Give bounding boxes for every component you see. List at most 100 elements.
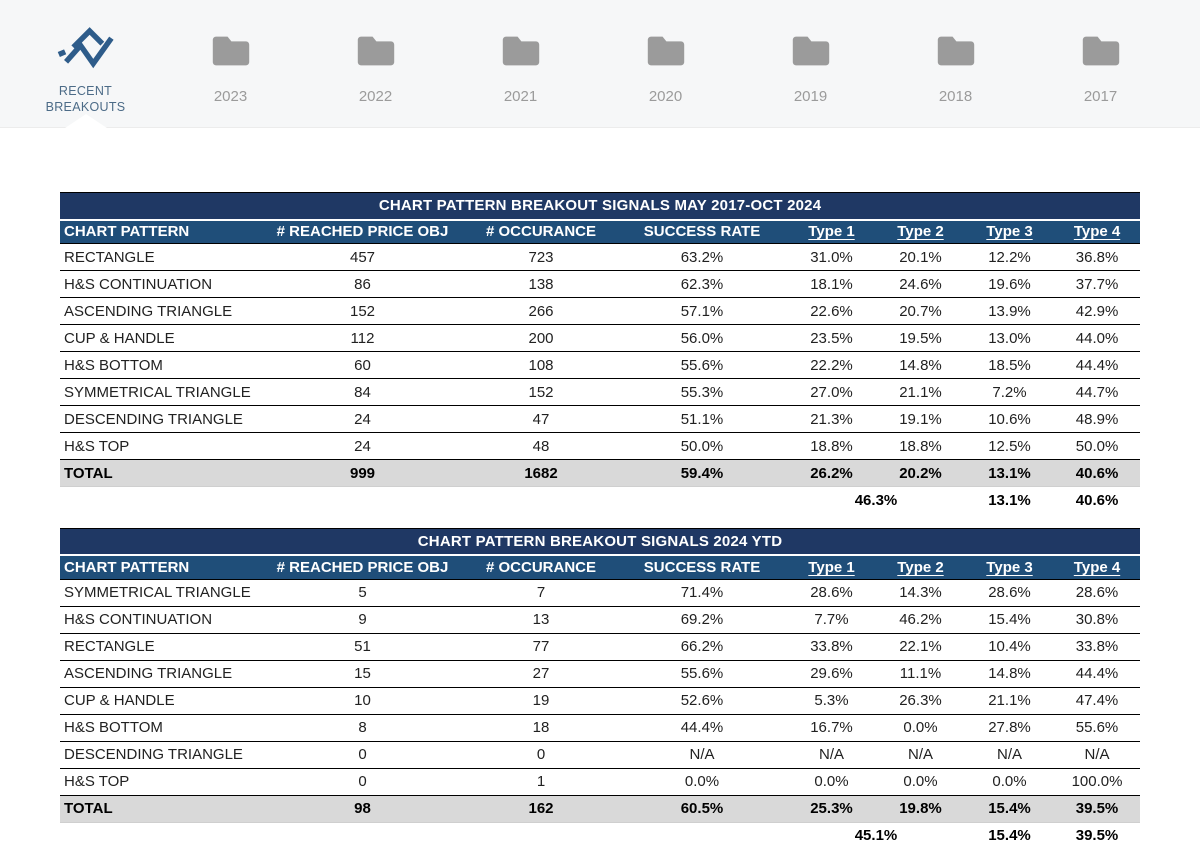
value-cell: 266 (465, 298, 617, 325)
folder-icon (928, 22, 984, 78)
value-cell: 108 (465, 352, 617, 379)
value-cell: 19.1% (876, 406, 965, 433)
folder-icon (203, 22, 259, 78)
value-cell: 14.8% (876, 352, 965, 379)
folder-icon (493, 22, 549, 78)
value-cell: 52.6% (617, 687, 787, 714)
tab-recent-breakouts[interactable]: RECENT BREAKOUTS (13, 0, 158, 127)
value-cell: 56.0% (617, 325, 787, 352)
summary-type4: 40.6% (1054, 487, 1140, 514)
tab-2020[interactable]: 2020 (593, 0, 738, 127)
value-cell: 18.8% (787, 433, 876, 460)
value-cell: 26.3% (876, 687, 965, 714)
tab-2023[interactable]: 2023 (158, 0, 303, 127)
value-cell: 33.8% (787, 633, 876, 660)
tab-label: 2019 (794, 88, 827, 107)
table-title-row: CHART PATTERN BREAKOUT SIGNALS MAY 2017-… (60, 193, 1140, 220)
value-cell: 44.0% (1054, 325, 1140, 352)
value-cell: 48.9% (1054, 406, 1140, 433)
value-cell: 21.3% (787, 406, 876, 433)
value-cell: 15 (260, 660, 465, 687)
value-cell: 152 (260, 298, 465, 325)
tab-label: 2020 (649, 88, 682, 107)
total-value-cell: 98 (260, 795, 465, 822)
value-cell: 22.6% (787, 298, 876, 325)
value-cell: 55.6% (617, 660, 787, 687)
tab-2022[interactable]: 2022 (303, 0, 448, 127)
breakout-table-1: CHART PATTERN BREAKOUT SIGNALS MAY 2017-… (60, 192, 1140, 514)
value-cell: 12.5% (965, 433, 1054, 460)
total-value-cell: 40.6% (1054, 460, 1140, 487)
column-header-label: Type 3 (986, 559, 1032, 576)
value-cell: 20.7% (876, 298, 965, 325)
column-header-2: # OCCURANCE (465, 555, 617, 579)
value-cell: 24.6% (876, 271, 965, 298)
value-cell: 47 (465, 406, 617, 433)
value-cell: 47.4% (1054, 687, 1140, 714)
value-cell: 19 (465, 687, 617, 714)
pattern-cell: ASCENDING TRIANGLE (60, 660, 260, 687)
pattern-cell: RECTANGLE (60, 633, 260, 660)
value-cell: 44.4% (1054, 352, 1140, 379)
tab-label: 2023 (214, 88, 247, 107)
value-cell: 48 (465, 433, 617, 460)
value-cell: 28.6% (965, 579, 1054, 606)
column-header-label: # OCCURANCE (486, 559, 596, 576)
value-cell: 14.8% (965, 660, 1054, 687)
value-cell: 29.6% (787, 660, 876, 687)
total-value-cell: 39.5% (1054, 795, 1140, 822)
folder-icon (1073, 22, 1129, 78)
value-cell: 457 (260, 244, 465, 271)
type-summary-row: 46.3%13.1%40.6% (60, 487, 1140, 514)
total-label-cell: TOTAL (60, 460, 260, 487)
value-cell: 11.1% (876, 660, 965, 687)
column-header-type3[interactable]: Type 3 (965, 555, 1054, 579)
value-cell: 55.6% (1054, 714, 1140, 741)
column-header-1: # REACHED PRICE OBJ (260, 555, 465, 579)
value-cell: 200 (465, 325, 617, 352)
column-header-type2[interactable]: Type 2 (876, 220, 965, 244)
folder-icon (348, 22, 404, 78)
total-value-cell: 25.3% (787, 795, 876, 822)
pattern-cell: SYMMETRICAL TRIANGLE (60, 579, 260, 606)
column-header-type4[interactable]: Type 4 (1054, 555, 1140, 579)
value-cell: 9 (260, 606, 465, 633)
value-cell: 66.2% (617, 633, 787, 660)
table-title: CHART PATTERN BREAKOUT SIGNALS MAY 2017-… (60, 193, 1140, 220)
active-tab-notch (65, 114, 107, 128)
value-cell: 20.1% (876, 244, 965, 271)
column-header-type3[interactable]: Type 3 (965, 220, 1054, 244)
tab-2021[interactable]: 2021 (448, 0, 593, 127)
tab-label: 2018 (939, 88, 972, 107)
column-header-type4[interactable]: Type 4 (1054, 220, 1140, 244)
pattern-cell: DESCENDING TRIANGLE (60, 406, 260, 433)
column-header-0: CHART PATTERN (60, 555, 260, 579)
value-cell: 44.7% (1054, 379, 1140, 406)
pattern-cell: H&S CONTINUATION (60, 606, 260, 633)
tab-label: 2017 (1084, 88, 1117, 107)
value-cell: 51.1% (617, 406, 787, 433)
pattern-cell: CUP & HANDLE (60, 687, 260, 714)
tab-2019[interactable]: 2019 (738, 0, 883, 127)
column-header-type1[interactable]: Type 1 (787, 220, 876, 244)
column-header-label: SUCCESS RATE (644, 559, 760, 576)
column-header-type1[interactable]: Type 1 (787, 555, 876, 579)
value-cell: N/A (965, 741, 1054, 768)
value-cell: 0.0% (965, 768, 1054, 795)
value-cell: N/A (787, 741, 876, 768)
value-cell: 62.3% (617, 271, 787, 298)
column-header-type2[interactable]: Type 2 (876, 555, 965, 579)
pattern-cell: ASCENDING TRIANGLE (60, 298, 260, 325)
tab-2018[interactable]: 2018 (883, 0, 1028, 127)
total-value-cell: 26.2% (787, 460, 876, 487)
tab-2017[interactable]: 2017 (1028, 0, 1173, 127)
